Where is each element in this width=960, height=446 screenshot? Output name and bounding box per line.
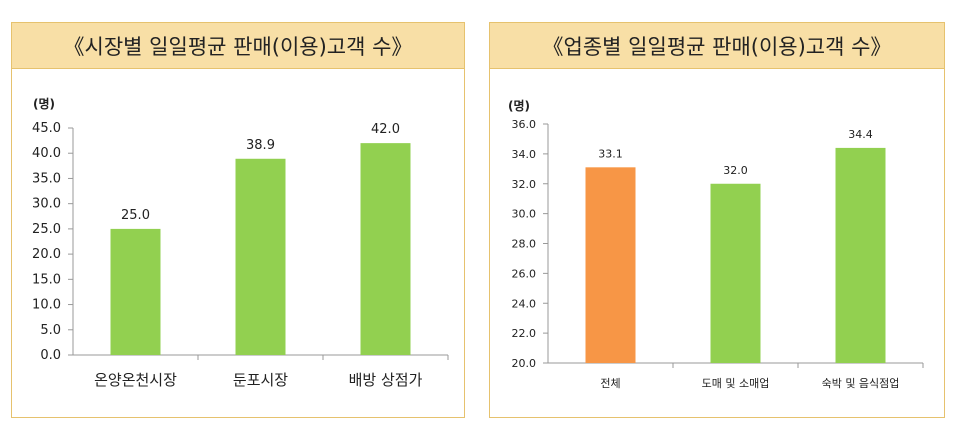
y-tick-label: 0.0 <box>40 348 61 363</box>
chart-title: 《시장별 일일평균 판매(이용)고객 수》 <box>12 23 464 69</box>
bar <box>360 143 411 355</box>
bar <box>585 167 636 363</box>
bar <box>835 147 886 363</box>
category-label: 둔포시장 <box>233 371 288 389</box>
data-label: 33.1 <box>598 147 623 160</box>
y-tick-label: 22.0 <box>512 327 537 340</box>
y-tick-label: 40.0 <box>32 146 61 161</box>
y-tick-label: 30.0 <box>512 208 537 221</box>
y-tick-label: 26.0 <box>512 267 537 280</box>
data-label: 34.4 <box>848 128 873 141</box>
category-label: 숙박 및 음식점업 <box>822 377 900 390</box>
y-tick-label: 24.0 <box>512 297 537 310</box>
category-label: 온양온천시장 <box>94 371 177 389</box>
y-tick-label: 36.0 <box>512 118 537 131</box>
category-label: 도매 및 소매업 <box>702 377 770 390</box>
y-tick-label: 34.0 <box>512 148 537 161</box>
y-tick-label: 25.0 <box>32 222 61 237</box>
bar <box>110 228 161 355</box>
data-label: 32.0 <box>723 164 748 177</box>
y-tick-label: 20.0 <box>512 357 537 370</box>
bar <box>235 158 286 355</box>
y-tick-label: 35.0 <box>32 171 61 186</box>
data-label: 25.0 <box>121 208 150 223</box>
chart-title: 《업종별 일일평균 판매(이용)고객 수》 <box>490 23 944 69</box>
category-label: 전체 <box>600 377 620 390</box>
data-label: 42.0 <box>371 122 400 137</box>
y-tick-label: 32.0 <box>512 178 537 191</box>
y-tick-label: 45.0 <box>32 121 61 136</box>
y-tick-label: 20.0 <box>32 247 61 262</box>
y-axis-unit: (명) <box>508 99 530 113</box>
data-label: 38.9 <box>246 138 275 153</box>
y-tick-label: 10.0 <box>32 298 61 313</box>
bar <box>710 183 761 363</box>
y-axis-unit: (명) <box>33 97 55 111</box>
y-tick-label: 28.0 <box>512 238 537 251</box>
y-tick-label: 5.0 <box>40 323 61 338</box>
category-label: 배방 상점가 <box>349 371 423 389</box>
y-tick-label: 15.0 <box>32 272 61 287</box>
y-tick-label: 30.0 <box>32 197 61 212</box>
